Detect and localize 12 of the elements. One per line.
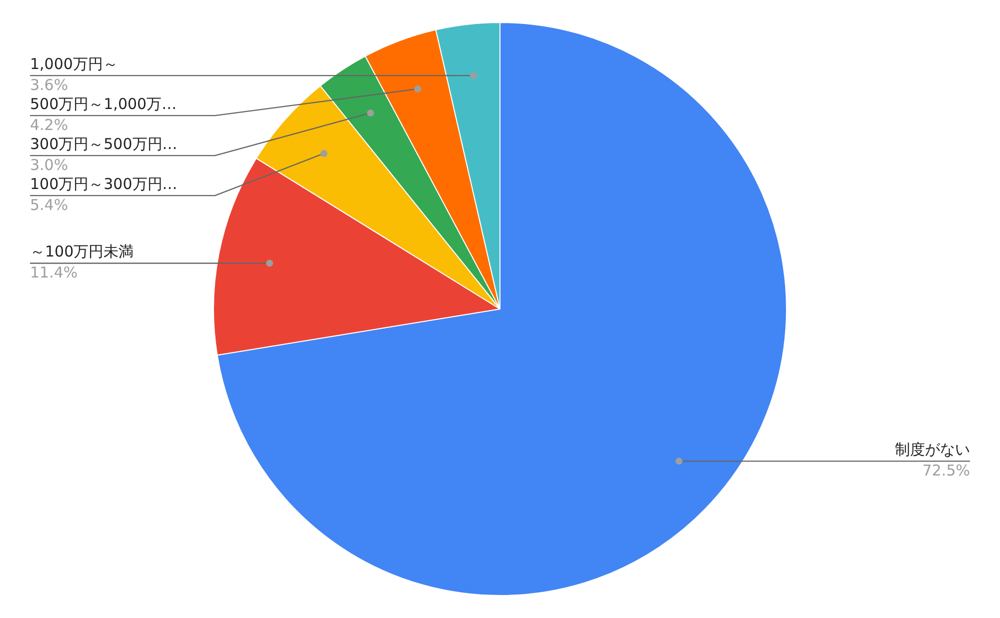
data-label: 3.0%: [30, 156, 68, 174]
slice-label: ～100万円未満: [30, 242, 134, 261]
slice-label: 制度がない: [895, 440, 970, 459]
data-label: 5.4%: [30, 196, 68, 214]
slice-label: 1,000万円～: [30, 54, 118, 73]
data-label: 72.5%: [922, 462, 970, 480]
data-label: 11.4%: [30, 264, 78, 282]
slice-label: 300万円～500万円…: [30, 134, 178, 153]
slice-label: 100万円～300万円…: [30, 174, 178, 193]
data-label: 4.2%: [30, 116, 68, 134]
data-label: 3.6%: [30, 76, 68, 94]
slice-label: 500万円～1,000万…: [30, 94, 177, 113]
